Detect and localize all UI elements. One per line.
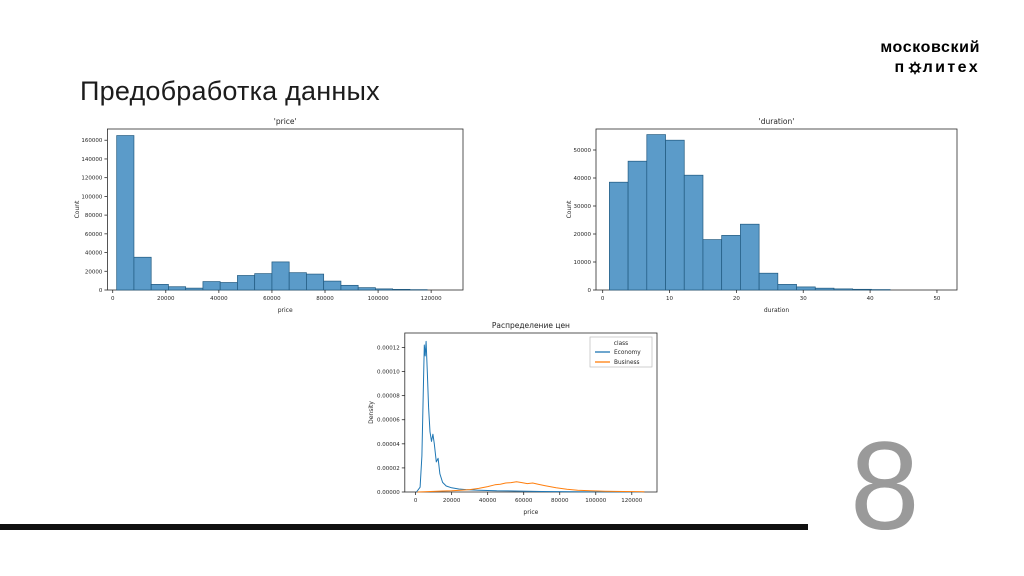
svg-text:30000: 30000 <box>574 204 592 210</box>
svg-text:20000: 20000 <box>574 232 592 238</box>
svg-text:0: 0 <box>414 498 418 504</box>
page-number: 8 <box>850 417 920 556</box>
svg-text:Economy: Economy <box>614 350 641 356</box>
svg-text:20: 20 <box>733 296 740 302</box>
svg-text:0.00008: 0.00008 <box>377 394 400 400</box>
svg-text:duration: duration <box>764 307 789 314</box>
svg-text:0.00004: 0.00004 <box>377 442 400 448</box>
svg-text:20000: 20000 <box>85 269 103 275</box>
price-histogram-canvas: 0 20000 40000 60000 80000 100000 120000 0 20000 4… <box>74 117 464 314</box>
svg-text:80000: 80000 <box>551 498 569 504</box>
svg-text:50: 50 <box>933 296 940 302</box>
logo-line1: московский <box>880 39 980 56</box>
svg-text:0.00012: 0.00012 <box>377 345 400 351</box>
svg-text:40: 40 <box>867 296 874 302</box>
svg-text:80000: 80000 <box>85 213 103 219</box>
svg-text:120000: 120000 <box>81 176 102 182</box>
svg-text:Распределение цен: Распределение цен <box>492 321 570 330</box>
svg-text:40000: 40000 <box>479 498 497 504</box>
svg-text:0.00010: 0.00010 <box>377 370 400 376</box>
svg-text:60000: 60000 <box>263 296 281 302</box>
svg-text:120000: 120000 <box>621 498 642 504</box>
svg-text:80000: 80000 <box>316 296 334 302</box>
svg-text:120000: 120000 <box>421 296 442 302</box>
gear-icon <box>908 61 922 75</box>
svg-text:40000: 40000 <box>574 176 592 182</box>
svg-text:0: 0 <box>588 288 592 294</box>
svg-text:Business: Business <box>614 360 640 366</box>
price-histogram: 0 20000 40000 60000 80000 100000 120000 0 20000 4… <box>70 114 470 316</box>
svg-text:60000: 60000 <box>85 232 103 238</box>
slide-title: Предобработка данных <box>80 76 380 106</box>
svg-text:100000: 100000 <box>585 498 606 504</box>
moscow-polytech-logo: московский п <box>880 38 980 78</box>
svg-text:0: 0 <box>99 288 103 294</box>
price-distribution-kde-canvas: class Economy Business 0 20000 40000 60000 8000… <box>368 321 658 516</box>
svg-text:price: price <box>523 509 538 516</box>
divider-line <box>0 524 808 530</box>
svg-text:'price': 'price' <box>274 117 297 126</box>
svg-text:20000: 20000 <box>443 498 461 504</box>
svg-text:50000: 50000 <box>574 148 592 154</box>
svg-text:100000: 100000 <box>368 296 389 302</box>
svg-text:40000: 40000 <box>85 251 103 257</box>
logo-line2-prefix: п <box>894 59 907 76</box>
svg-text:price: price <box>278 307 293 314</box>
svg-text:0: 0 <box>111 296 115 302</box>
svg-text:160000: 160000 <box>81 138 102 144</box>
svg-text:0.00000: 0.00000 <box>377 490 400 496</box>
price-distribution-kde: class Economy Business 0 20000 40000 60000 8000… <box>364 318 664 518</box>
svg-text:30: 30 <box>800 296 807 302</box>
logo-line2: п <box>880 58 980 78</box>
svg-text:10: 10 <box>666 296 673 302</box>
svg-text:0.00002: 0.00002 <box>377 466 400 472</box>
svg-text:Density: Density <box>368 401 375 424</box>
duration-histogram-canvas: 0 10 20 30 40 50 0 10000 20000 30000 40000 50000 'du… <box>566 117 958 314</box>
svg-text:140000: 140000 <box>81 157 102 163</box>
svg-text:Count: Count <box>566 200 573 218</box>
svg-text:0.00006: 0.00006 <box>377 418 400 424</box>
svg-text:40000: 40000 <box>210 296 228 302</box>
svg-text:Count: Count <box>74 200 81 218</box>
svg-text:100000: 100000 <box>81 194 102 200</box>
svg-text:'duration': 'duration' <box>759 117 795 126</box>
duration-histogram: 0 10 20 30 40 50 0 10000 20000 30000 40000 50000 'du… <box>562 114 964 316</box>
svg-text:60000: 60000 <box>515 498 533 504</box>
svg-text:10000: 10000 <box>574 260 592 266</box>
svg-text:class: class <box>614 341 628 347</box>
svg-text:0: 0 <box>601 296 605 302</box>
svg-text:20000: 20000 <box>157 296 175 302</box>
logo-line2-suffix: литех <box>922 59 980 76</box>
